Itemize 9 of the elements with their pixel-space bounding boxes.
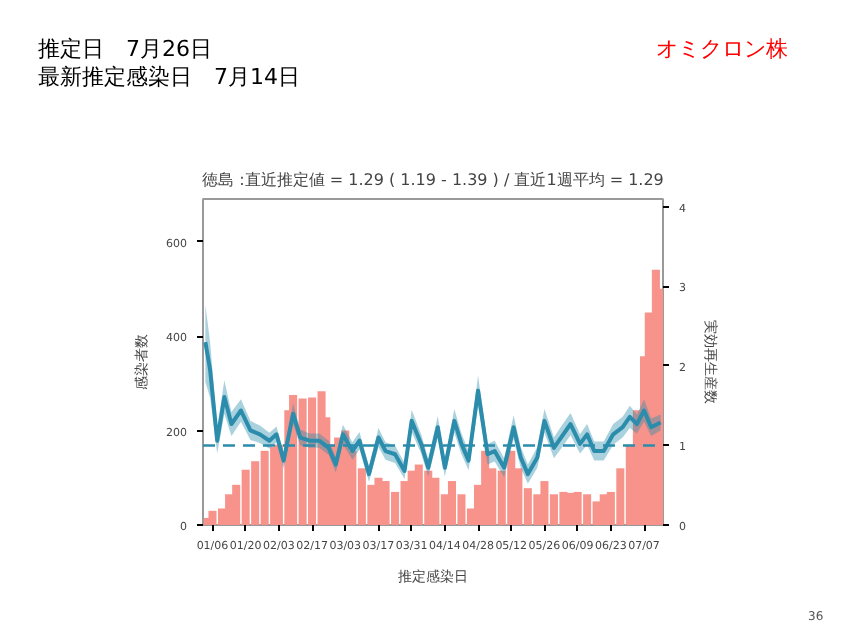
chart-title: 徳島 :直近推定値 = 1.29 ( 1.19 - 1.39 ) / 直近1週平均 = 1.29	[202, 171, 664, 189]
text: 推定日 7月26日	[38, 34, 212, 65]
text: 最新推定感染日 7月14日	[38, 62, 300, 94]
bar	[374, 477, 383, 525]
bar	[431, 477, 440, 525]
text: オミクロン株	[656, 34, 788, 66]
line-series	[203, 340, 663, 477]
bar	[208, 510, 217, 525]
bar	[566, 492, 575, 525]
